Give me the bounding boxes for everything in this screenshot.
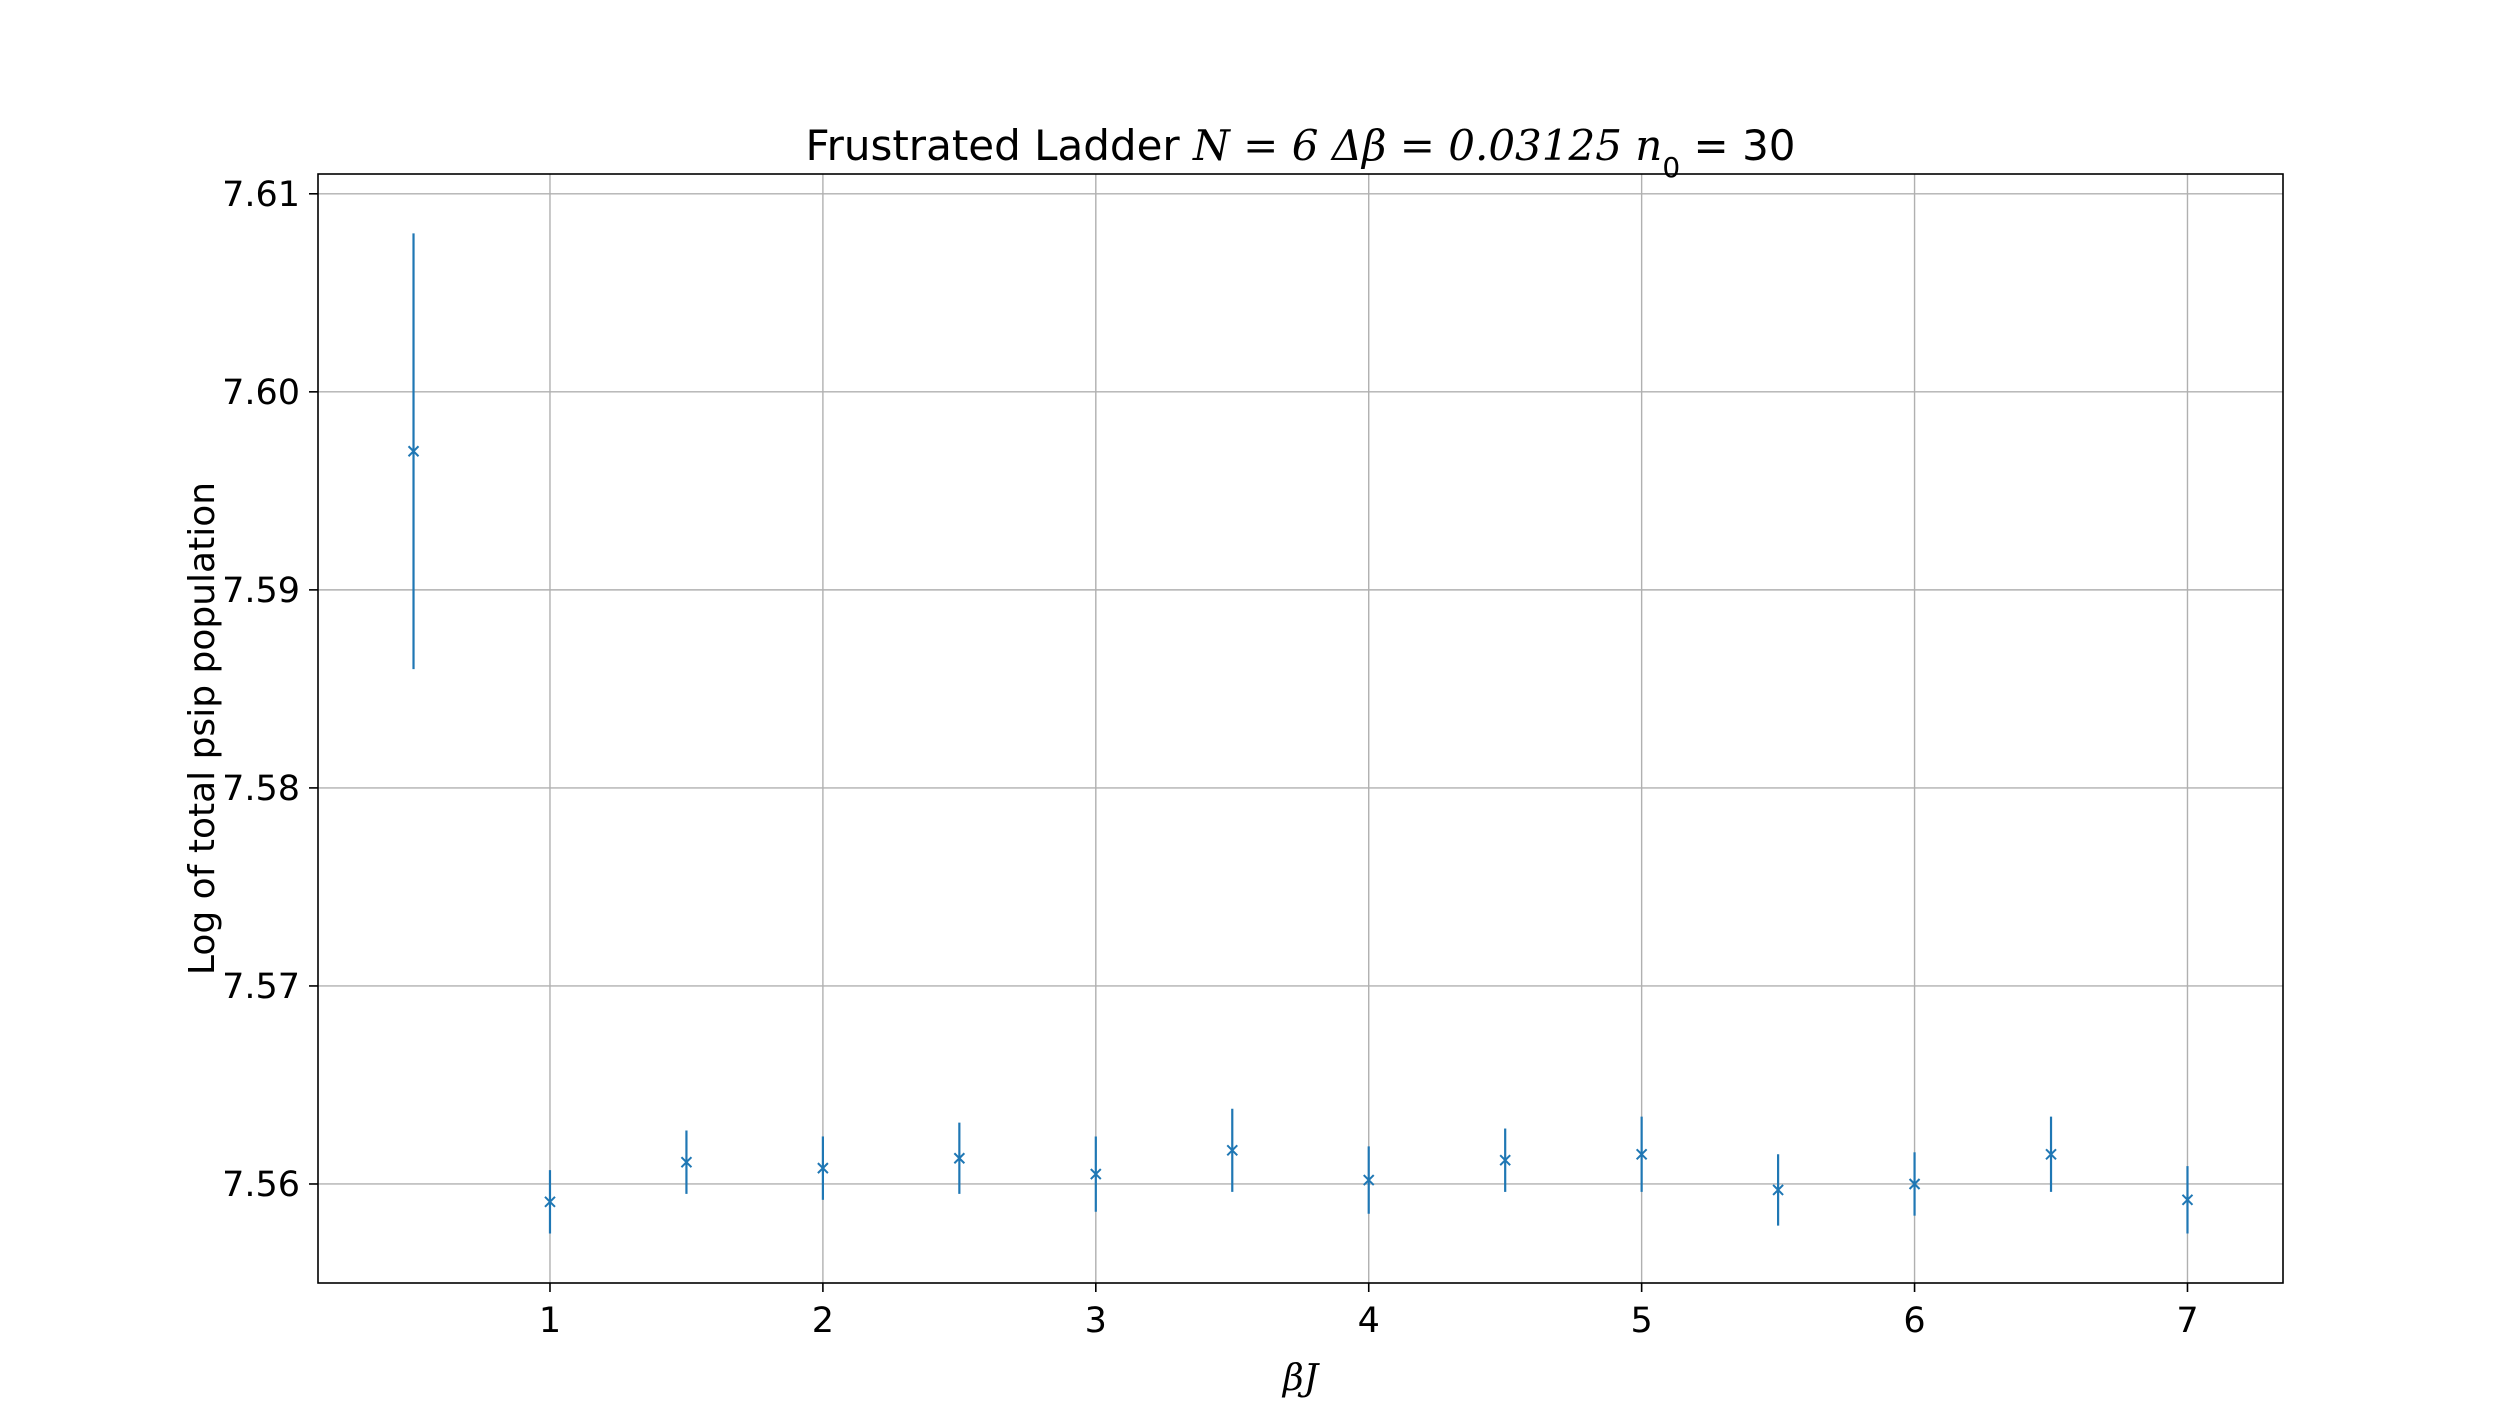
title-math: N = 6 Δβ = 0.03125 n	[1192, 121, 1662, 170]
data-marks	[407, 233, 2194, 1234]
title-suffix: = 30	[1680, 121, 1795, 170]
y-tick-label: 7.56	[222, 1165, 300, 1205]
y-tick-label: 7.57	[222, 967, 300, 1007]
marker-stroke	[1090, 1168, 1102, 1180]
data-point	[1499, 1154, 1511, 1166]
data-point	[407, 445, 420, 457]
marker-stroke	[1908, 1178, 1921, 1190]
x-tick-label: 2	[812, 1301, 834, 1341]
marker-stroke	[1363, 1174, 1375, 1186]
data-point	[1635, 1148, 1648, 1160]
marker-stroke	[2181, 1194, 2194, 1206]
data-point	[1772, 1184, 1784, 1196]
y-tick-label: 7.61	[222, 175, 300, 215]
y-axis-label: Log of total psip population	[182, 482, 223, 975]
marker-stroke	[2045, 1148, 2057, 1160]
x-tick-label: 6	[1903, 1301, 1925, 1341]
data-point	[2181, 1194, 2194, 1206]
data-point	[544, 1196, 556, 1208]
x-tick-label: 1	[539, 1301, 561, 1341]
marker-stroke	[1635, 1148, 1648, 1160]
chart-title: Frustrated Ladder N = 6 Δβ = 0.03125 n0 …	[805, 121, 1795, 184]
x-tick-label: 5	[1631, 1301, 1653, 1341]
axis-ticks: 1 2 3 4 5 6 7 7.56 7.57 7.58 7.59 7.60 7.61	[222, 175, 2199, 1341]
marker-stroke	[544, 1196, 556, 1208]
marker-stroke	[1499, 1154, 1511, 1166]
data-point	[1363, 1174, 1375, 1186]
marker-stroke	[1226, 1144, 1238, 1157]
data-point	[1090, 1168, 1102, 1180]
y-tick-label: 7.58	[222, 769, 300, 809]
marker-stroke	[680, 1156, 693, 1168]
x-tick-label: 7	[2176, 1301, 2198, 1341]
title-prefix: Frustrated Ladder	[805, 121, 1193, 170]
data-point	[1908, 1178, 1921, 1190]
marker-stroke	[953, 1152, 966, 1164]
marker-stroke	[817, 1162, 829, 1174]
data-point	[817, 1162, 829, 1174]
data-point	[680, 1156, 693, 1168]
marker-stroke	[1772, 1184, 1784, 1196]
data-point	[1226, 1144, 1238, 1157]
x-axis-label: βJ	[1281, 1358, 1321, 1399]
y-tick-label: 7.60	[222, 373, 300, 413]
data-point	[2045, 1148, 2057, 1160]
plot-frame	[317, 173, 2284, 1284]
y-tick-label: 7.59	[222, 571, 300, 611]
grid	[318, 174, 2283, 1283]
x-tick-label: 4	[1358, 1301, 1380, 1341]
x-tick-label: 3	[1085, 1301, 1107, 1341]
title-subscript: 0	[1662, 151, 1680, 184]
data-point	[953, 1152, 966, 1164]
marker-stroke	[407, 445, 420, 457]
